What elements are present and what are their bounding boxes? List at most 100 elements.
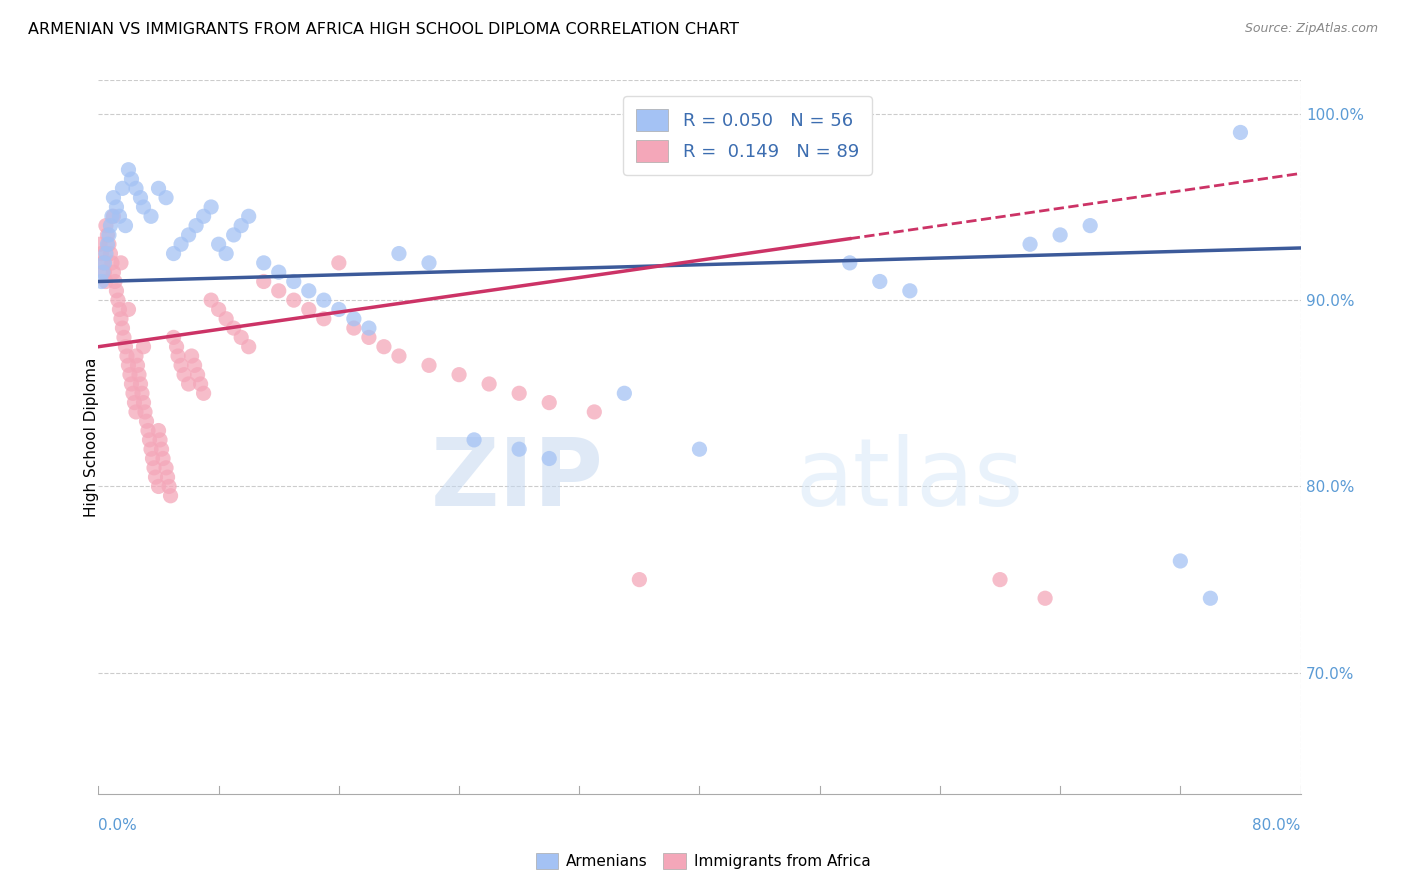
Point bbox=[357, 321, 380, 335]
Point bbox=[613, 386, 636, 401]
Point bbox=[93, 256, 115, 270]
Point bbox=[136, 424, 159, 438]
Point bbox=[132, 395, 155, 409]
Point bbox=[111, 321, 134, 335]
Point bbox=[538, 395, 561, 409]
Point bbox=[869, 275, 891, 289]
Point bbox=[129, 191, 152, 205]
Text: 80.0%: 80.0% bbox=[1253, 818, 1301, 832]
Point bbox=[173, 368, 195, 382]
Point bbox=[131, 386, 153, 401]
Point bbox=[124, 395, 146, 409]
Point bbox=[463, 433, 485, 447]
Point bbox=[988, 573, 1011, 587]
Point bbox=[343, 321, 366, 335]
Point bbox=[177, 376, 200, 391]
Point bbox=[231, 219, 253, 233]
Point bbox=[114, 340, 136, 354]
Point bbox=[328, 302, 350, 317]
Point bbox=[135, 414, 157, 428]
Point bbox=[184, 219, 207, 233]
Point bbox=[267, 265, 290, 279]
Point bbox=[167, 349, 190, 363]
Point bbox=[170, 237, 193, 252]
Point bbox=[103, 265, 125, 279]
Point bbox=[129, 376, 152, 391]
Point bbox=[328, 256, 350, 270]
Point bbox=[689, 442, 711, 457]
Point bbox=[343, 311, 366, 326]
Point bbox=[357, 330, 380, 344]
Point bbox=[583, 405, 606, 419]
Point bbox=[101, 209, 124, 223]
Point bbox=[127, 359, 149, 373]
Point bbox=[139, 209, 162, 223]
Point bbox=[117, 162, 139, 177]
Point bbox=[91, 265, 114, 279]
Point bbox=[94, 246, 117, 260]
Point bbox=[628, 573, 651, 587]
Point bbox=[208, 302, 231, 317]
Point bbox=[373, 340, 395, 354]
Point bbox=[312, 311, 335, 326]
Point bbox=[1170, 554, 1192, 568]
Legend: R = 0.050   N = 56, R =  0.149   N = 89: R = 0.050 N = 56, R = 0.149 N = 89 bbox=[623, 96, 872, 175]
Point bbox=[121, 376, 143, 391]
Point bbox=[222, 321, 245, 335]
Point bbox=[155, 191, 177, 205]
Point bbox=[166, 340, 188, 354]
Point bbox=[1199, 591, 1222, 606]
Point bbox=[90, 246, 112, 260]
Point bbox=[200, 200, 222, 214]
Point bbox=[388, 246, 411, 260]
Point bbox=[1229, 125, 1251, 139]
Point bbox=[447, 368, 470, 382]
Point bbox=[125, 405, 148, 419]
Point bbox=[125, 181, 148, 195]
Point bbox=[114, 219, 136, 233]
Point bbox=[97, 237, 120, 252]
Text: atlas: atlas bbox=[796, 434, 1024, 526]
Point bbox=[110, 311, 132, 326]
Point bbox=[122, 386, 145, 401]
Point bbox=[96, 227, 118, 242]
Point bbox=[141, 451, 163, 466]
Point bbox=[117, 359, 139, 373]
Point bbox=[283, 293, 305, 307]
Point bbox=[253, 256, 276, 270]
Point bbox=[267, 284, 290, 298]
Point bbox=[103, 209, 125, 223]
Point bbox=[96, 237, 118, 252]
Point bbox=[231, 330, 253, 344]
Point bbox=[94, 219, 117, 233]
Point bbox=[208, 237, 231, 252]
Point bbox=[107, 293, 129, 307]
Point bbox=[121, 172, 143, 186]
Point bbox=[898, 284, 921, 298]
Point bbox=[418, 359, 440, 373]
Point bbox=[1078, 219, 1101, 233]
Point bbox=[152, 451, 174, 466]
Point bbox=[148, 424, 170, 438]
Point bbox=[108, 302, 131, 317]
Point bbox=[156, 470, 179, 484]
Point bbox=[215, 246, 238, 260]
Point bbox=[187, 368, 209, 382]
Point bbox=[190, 376, 212, 391]
Point bbox=[283, 275, 305, 289]
Text: ARMENIAN VS IMMIGRANTS FROM AFRICA HIGH SCHOOL DIPLOMA CORRELATION CHART: ARMENIAN VS IMMIGRANTS FROM AFRICA HIGH … bbox=[28, 22, 740, 37]
Point bbox=[97, 227, 120, 242]
Text: ZIP: ZIP bbox=[430, 434, 603, 526]
Point bbox=[128, 368, 150, 382]
Point bbox=[222, 227, 245, 242]
Point bbox=[149, 433, 172, 447]
Point bbox=[1049, 227, 1071, 242]
Point bbox=[93, 265, 115, 279]
Point bbox=[148, 479, 170, 493]
Point bbox=[312, 293, 335, 307]
Point bbox=[94, 275, 117, 289]
Point bbox=[508, 442, 530, 457]
Point bbox=[193, 386, 215, 401]
Point bbox=[388, 349, 411, 363]
Point bbox=[100, 219, 122, 233]
